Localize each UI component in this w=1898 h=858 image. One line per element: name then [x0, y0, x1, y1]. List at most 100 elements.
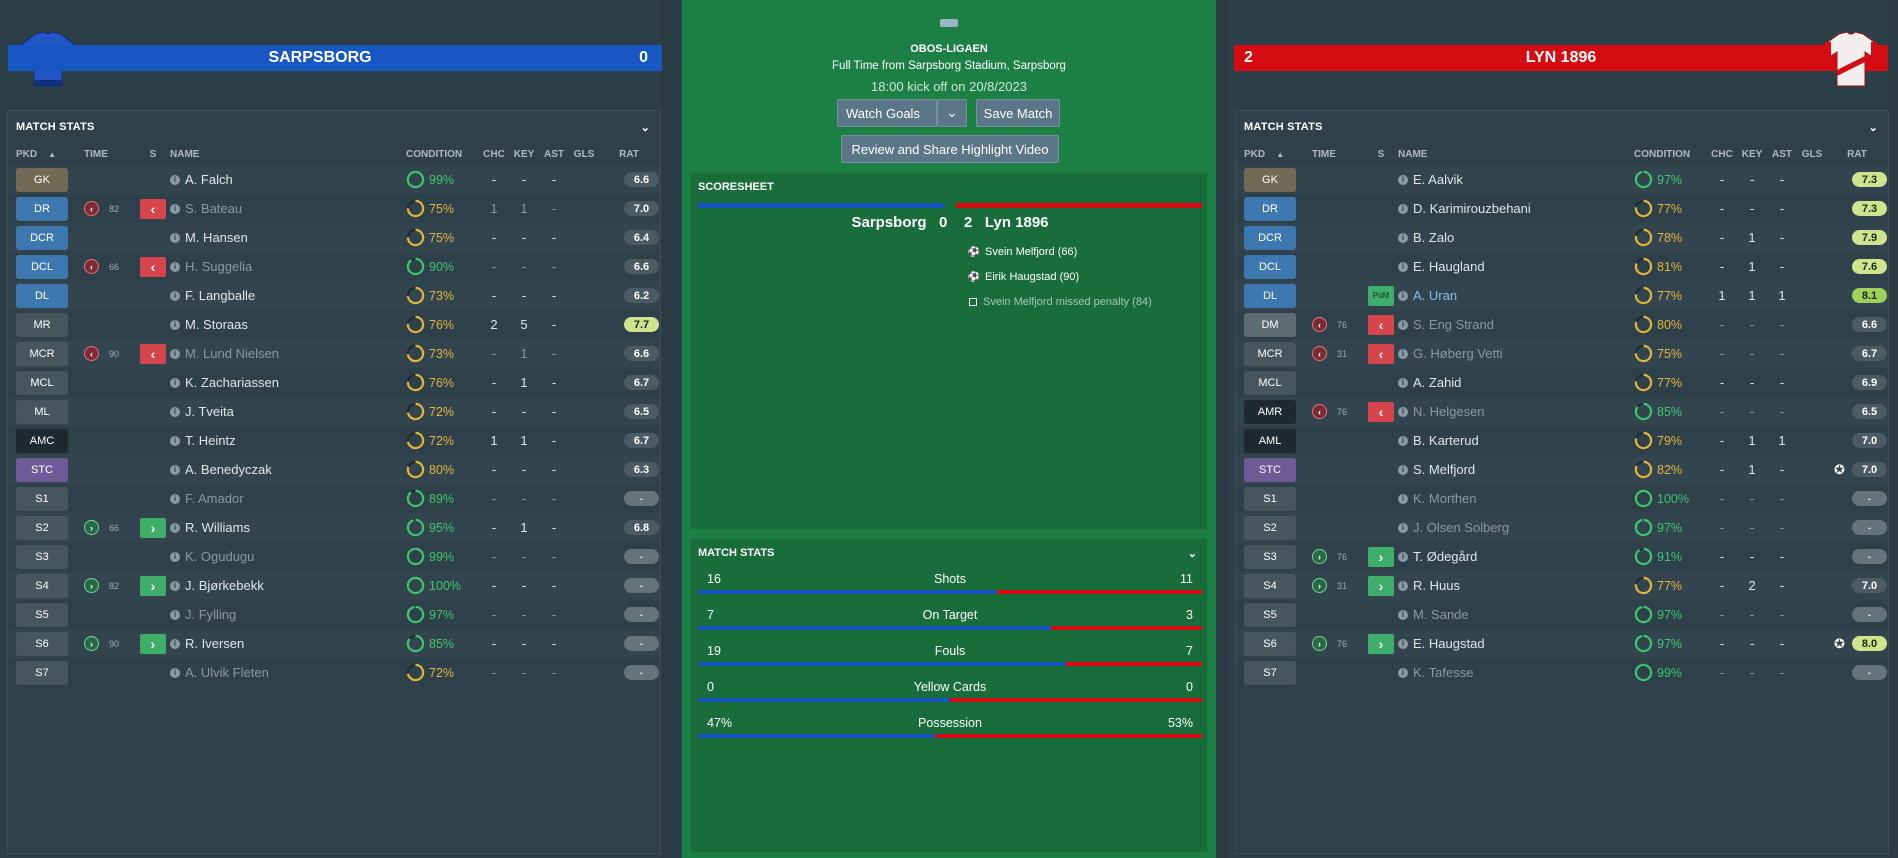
info-icon[interactable]: i	[1398, 203, 1408, 214]
player-row[interactable]: MCL i K. Zachariassen 76% - 1 - 6.7	[8, 368, 660, 397]
player-name[interactable]: J. Fylling	[185, 607, 237, 622]
info-icon[interactable]: i	[1398, 290, 1408, 301]
info-icon[interactable]: i	[170, 580, 180, 591]
player-name[interactable]: T. Ødegård	[1413, 549, 1478, 564]
rat-header[interactable]: RAT	[619, 148, 639, 160]
player-name[interactable]: A. Benedyczak	[185, 462, 272, 477]
player-name[interactable]: S. Eng Strand	[1413, 317, 1494, 332]
player-row[interactable]: AML i B. Karterud 79% - 1 1 7.0	[1236, 426, 1888, 455]
info-icon[interactable]: i	[170, 319, 180, 330]
info-icon[interactable]: i	[170, 435, 180, 446]
info-icon[interactable]: i	[1398, 667, 1408, 678]
info-icon[interactable]: i	[1398, 319, 1408, 330]
player-row[interactable]: DL PoM i A. Uran 77% 1 1 1 8.1	[1236, 281, 1888, 310]
info-icon[interactable]: i	[1398, 609, 1408, 620]
info-icon[interactable]: i	[170, 522, 180, 533]
gls-header[interactable]: GLS	[1801, 148, 1823, 160]
player-row[interactable]: GK i A. Falch 99% - - - 6.6	[8, 165, 660, 194]
chevron-down-icon[interactable]: ⌄	[640, 121, 650, 134]
info-icon[interactable]: i	[170, 609, 180, 620]
info-icon[interactable]: i	[1398, 232, 1408, 243]
info-icon[interactable]: i	[1398, 348, 1408, 359]
player-name[interactable]: K. Morthen	[1413, 491, 1477, 506]
info-icon[interactable]: i	[170, 638, 180, 649]
name-header[interactable]: NAME	[1398, 148, 1428, 160]
player-name[interactable]: J. Olsen Solberg	[1413, 520, 1510, 535]
player-row[interactable]: DCR i B. Zalo 78% - 1 - 7.9	[1236, 223, 1888, 252]
player-row[interactable]: DCR i M. Hansen 75% - - - 6.4	[8, 223, 660, 252]
player-name[interactable]: H. Suggelia	[185, 259, 253, 274]
rat-header[interactable]: RAT	[1847, 148, 1867, 160]
info-icon[interactable]: i	[1398, 464, 1408, 475]
player-name[interactable]: E. Aalvik	[1413, 172, 1463, 187]
player-row[interactable]: MR i M. Storaas 76% 2 5 - 7.7	[8, 310, 660, 339]
substitution-off-icon[interactable]: ‹	[1368, 401, 1394, 422]
info-icon[interactable]: i	[1398, 551, 1408, 562]
substitution-off-icon[interactable]: ‹	[140, 343, 166, 364]
player-row[interactable]: AMR ‹ 76 ‹ i N. Helgesen 85% - - - 6.5	[1236, 397, 1888, 426]
player-row[interactable]: DL i F. Langballe 73% - - - 6.2	[8, 281, 660, 310]
player-name[interactable]: A. Uran	[1413, 288, 1458, 303]
player-row[interactable]: DM ‹ 76 ‹ i S. Eng Strand 80% - - - 6.6	[1236, 310, 1888, 339]
info-icon[interactable]: i	[1398, 261, 1408, 272]
info-icon[interactable]: i	[170, 493, 180, 504]
substitution-off-icon[interactable]: ‹	[140, 198, 166, 219]
info-icon[interactable]: i	[170, 464, 180, 475]
substitution-on-icon[interactable]: ›	[1368, 575, 1394, 596]
substitution-off-icon[interactable]: ‹	[1368, 314, 1394, 335]
ast-header[interactable]: AST	[544, 148, 564, 160]
condition-header[interactable]: CONDITION	[406, 148, 463, 160]
substitution-off-icon[interactable]: ‹	[140, 256, 166, 277]
info-icon[interactable]: i	[170, 406, 180, 417]
info-icon[interactable]: i	[1398, 580, 1408, 591]
watch-goals-dropdown[interactable]: ⌄	[937, 99, 967, 127]
player-name[interactable]: K. Zachariassen	[185, 375, 279, 390]
info-icon[interactable]: i	[1398, 522, 1408, 533]
chevron-down-icon[interactable]: ⌄	[1187, 547, 1197, 560]
player-name[interactable]: G. Høberg Vetti	[1413, 346, 1503, 361]
player-name[interactable]: M. Sande	[1413, 607, 1469, 622]
name-header[interactable]: NAME	[170, 148, 200, 160]
player-name[interactable]: F. Amador	[185, 491, 244, 506]
player-row[interactable]: MCL i A. Zahid 77% - - - 6.9	[1236, 368, 1888, 397]
substitution-on-icon[interactable]: ›	[140, 517, 166, 538]
player-name[interactable]: T. Heintz	[185, 433, 236, 448]
player-row[interactable]: STC i A. Benedyczak 80% - - - 6.3	[8, 455, 660, 484]
substitution-on-icon[interactable]: ›	[140, 633, 166, 654]
info-icon[interactable]: i	[170, 348, 180, 359]
player-row[interactable]: S5 i J. Fylling 97% - - - -	[8, 600, 660, 629]
player-row[interactable]: STC i S. Melfjord 82% - 1 - ✪ 7.0	[1236, 455, 1888, 484]
player-name[interactable]: R. Huus	[1413, 578, 1460, 593]
player-name[interactable]: F. Langballe	[185, 288, 256, 303]
info-icon[interactable]: i	[170, 377, 180, 388]
player-row[interactable]: S2 i J. Olsen Solberg 97% - - - -	[1236, 513, 1888, 542]
player-row[interactable]: S3 i K. Ogudugu 99% - - - -	[8, 542, 660, 571]
substitution-on-icon[interactable]: ›	[1368, 546, 1394, 567]
substitution-on-icon[interactable]: ›	[140, 575, 166, 596]
info-icon[interactable]: i	[1398, 174, 1408, 185]
info-icon[interactable]: i	[170, 261, 180, 272]
player-row[interactable]: DCL i E. Haugland 81% - 1 - 7.6	[1236, 252, 1888, 281]
info-icon[interactable]: i	[170, 174, 180, 185]
info-icon[interactable]: i	[1398, 377, 1408, 388]
player-row[interactable]: S4 › 82 › i J. Bjørkebekk 100% - - - -	[8, 571, 660, 600]
player-name[interactable]: E. Haugland	[1413, 259, 1485, 274]
player-row[interactable]: ML i J. Tveita 72% - - - 6.5	[8, 397, 660, 426]
info-icon[interactable]: i	[1398, 638, 1408, 649]
player-row[interactable]: S1 i K. Morthen 100% - - - -	[1236, 484, 1888, 513]
info-icon[interactable]: i	[170, 203, 180, 214]
player-row[interactable]: DR ‹ 82 ‹ i S. Bateau 75% 1 1 - 7.0	[8, 194, 660, 223]
player-name[interactable]: B. Zalo	[1413, 230, 1455, 245]
player-row[interactable]: DCL ‹ 66 ‹ i H. Suggelia 90% - - - 6.6	[8, 252, 660, 281]
chc-header[interactable]: CHC	[1711, 148, 1733, 160]
player-name[interactable]: J. Tveita	[185, 404, 234, 419]
player-row[interactable]: S6 › 90 › i R. Iversen 85% - - - -	[8, 629, 660, 658]
player-name[interactable]: E. Haugstad	[1413, 636, 1485, 651]
player-name[interactable]: A. Falch	[185, 172, 233, 187]
watch-goals-button[interactable]: Watch Goals	[837, 99, 937, 127]
time-header[interactable]: TIME	[84, 148, 108, 160]
player-name[interactable]: N. Helgesen	[1413, 404, 1485, 419]
missed-penalty-event[interactable]: Svein Melfjord missed penalty (84)	[969, 296, 1152, 308]
info-icon[interactable]: i	[170, 232, 180, 243]
player-row[interactable]: MCR ‹ 90 ‹ i M. Lund Nielsen 73% - 1 - 6.6	[8, 339, 660, 368]
